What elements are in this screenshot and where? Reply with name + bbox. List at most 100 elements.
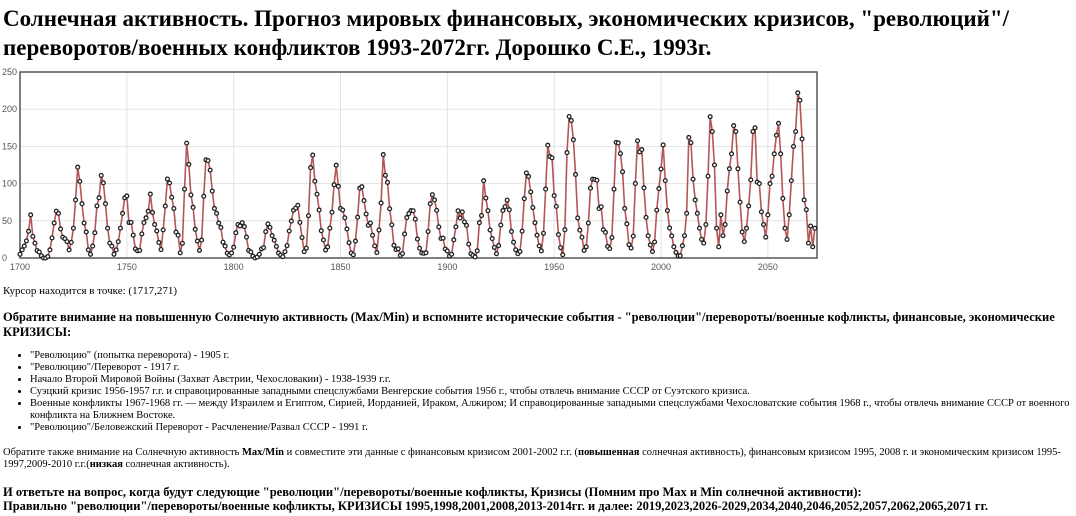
data-point	[694, 210, 700, 216]
data-point	[758, 209, 764, 215]
data-point	[530, 205, 536, 211]
data-point	[156, 239, 162, 246]
data-point	[25, 228, 32, 234]
data-point	[303, 245, 309, 251]
data-point	[457, 215, 463, 221]
data-point	[158, 246, 164, 253]
data-point	[598, 204, 604, 210]
data-point	[297, 219, 303, 225]
data-point	[265, 221, 271, 227]
data-point	[793, 128, 799, 135]
data-point	[105, 225, 111, 231]
data-point	[85, 247, 91, 253]
data-point	[30, 233, 36, 239]
data-point	[780, 195, 786, 202]
data-point	[425, 228, 431, 235]
data-point	[228, 250, 235, 256]
data-point	[684, 210, 690, 216]
data-point	[803, 207, 809, 213]
data-point	[519, 228, 525, 234]
data-point	[551, 193, 557, 199]
data-point	[722, 221, 728, 228]
data-point	[102, 201, 109, 207]
data-point	[32, 240, 38, 246]
data-point	[645, 233, 651, 239]
data-point	[594, 177, 600, 183]
event-item: "Революцию"/Беловежский Переворот - Расч…	[30, 422, 1076, 434]
data-point	[299, 234, 305, 241]
data-point	[164, 176, 170, 182]
data-point	[28, 212, 34, 218]
text-run: солнечная активность), финансовым кризис…	[3, 447, 1061, 470]
data-point	[718, 212, 724, 218]
data-point	[476, 220, 482, 226]
data-point	[707, 114, 713, 120]
data-point	[147, 191, 153, 197]
data-point	[374, 250, 380, 256]
data-point	[261, 245, 267, 251]
data-point	[532, 220, 538, 226]
chart: 0 50 100 150 200 250 1700 1750 1800 1850 1900 1950 2…	[2, 67, 818, 272]
data-point	[622, 205, 628, 211]
data-point	[192, 226, 198, 232]
page-title: Солнечная активность. Прогноз мировых фи…	[3, 4, 1009, 62]
data-point	[70, 225, 76, 231]
data-point	[209, 188, 215, 194]
event-item: "Революцию" (попытка переворота) - 1905 …	[30, 350, 1076, 362]
data-point	[750, 128, 756, 135]
data-point	[440, 235, 446, 241]
section-heading: Обратите внимание на повышенную Солнечну…	[3, 310, 1055, 339]
data-point	[797, 97, 803, 103]
data-point	[483, 195, 489, 201]
data-point	[662, 178, 668, 184]
data-point	[617, 150, 623, 157]
data-point	[647, 242, 653, 248]
data-point	[654, 207, 660, 213]
x-tick-label: 1700	[10, 262, 30, 272]
data-point	[703, 221, 709, 228]
data-point	[681, 233, 688, 239]
data-point	[609, 234, 615, 241]
data-point	[669, 233, 675, 239]
data-point	[620, 169, 626, 175]
data-point	[536, 243, 542, 249]
data-point	[143, 215, 149, 221]
data-point	[320, 237, 326, 243]
data-point	[517, 248, 523, 255]
data-point	[667, 225, 673, 231]
data-point	[239, 220, 245, 226]
data-point	[523, 170, 529, 176]
data-point	[350, 252, 356, 258]
data-point	[660, 142, 666, 148]
data-point	[90, 243, 96, 249]
data-point	[117, 225, 123, 231]
data-point	[786, 212, 792, 218]
data-point	[701, 240, 707, 246]
x-tick-label: 1750	[117, 262, 137, 272]
data-point	[194, 238, 200, 244]
y-tick-label: 150	[2, 141, 17, 151]
data-point	[130, 232, 136, 238]
data-point	[404, 215, 410, 221]
data-point	[615, 140, 621, 146]
data-point	[412, 216, 418, 222]
event-item: Военные конфликты 1967-1968 гг. — между …	[30, 398, 1076, 422]
data-point	[506, 207, 512, 213]
data-point	[327, 225, 333, 231]
data-point	[399, 250, 406, 257]
data-point	[98, 172, 104, 178]
data-point	[577, 227, 583, 233]
data-point	[335, 183, 341, 189]
data-point	[346, 240, 352, 246]
data-point	[305, 213, 312, 219]
data-point	[679, 243, 685, 249]
data-point	[83, 229, 89, 235]
data-point	[485, 208, 491, 214]
data-point	[124, 193, 130, 199]
text-run: Обратите также внимание на Солнечную акт…	[3, 447, 242, 458]
data-point	[190, 204, 196, 210]
data-point	[639, 147, 645, 153]
data-point	[521, 196, 527, 202]
data-point	[55, 210, 62, 216]
